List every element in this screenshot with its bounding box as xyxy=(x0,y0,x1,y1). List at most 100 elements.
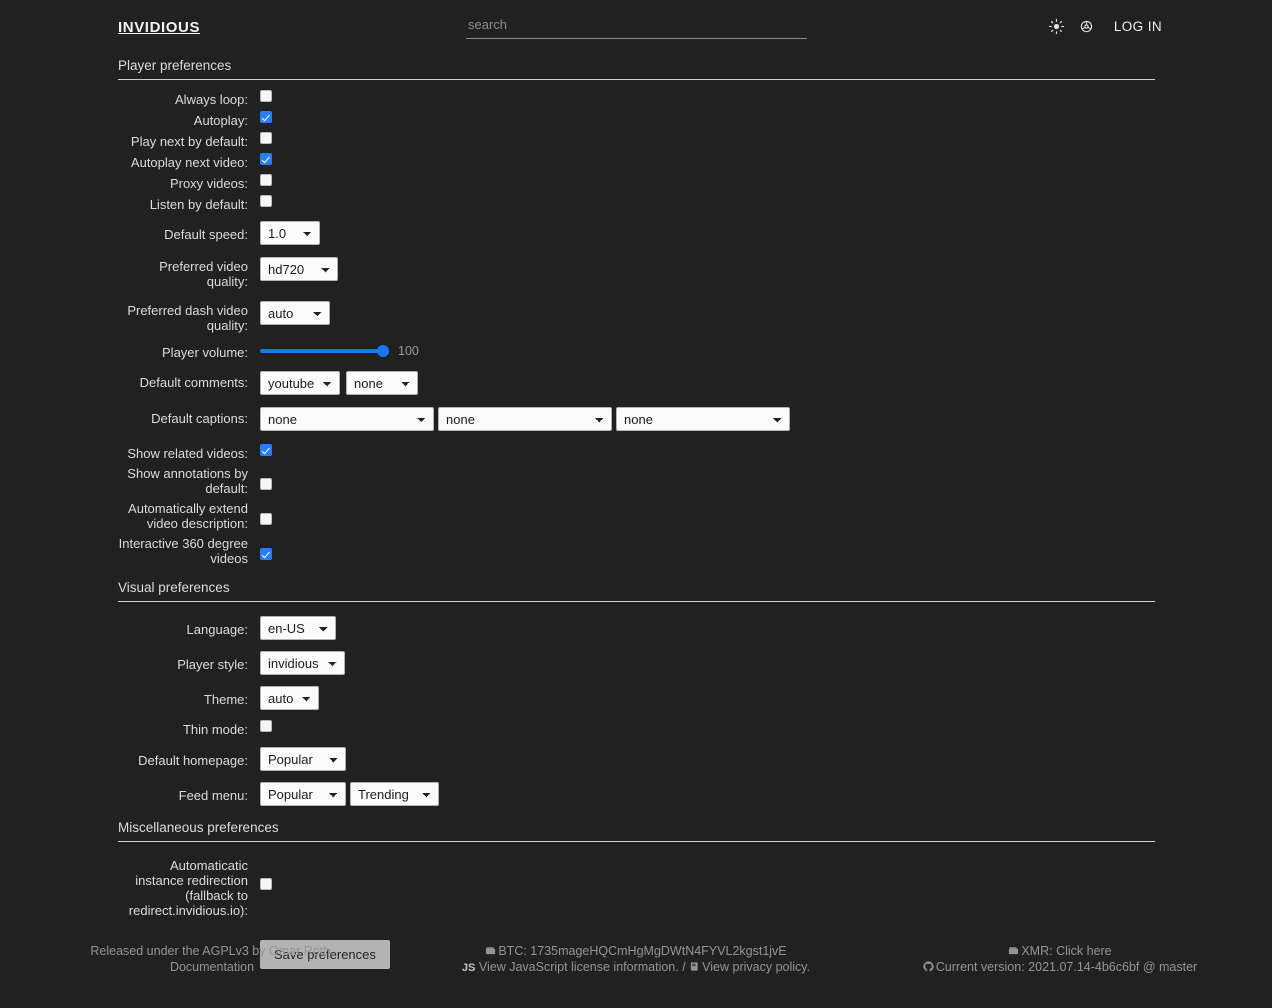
select-captions-2[interactable]: none xyxy=(438,407,612,431)
footer-xmr-link[interactable]: XMR: Click here xyxy=(1021,944,1112,958)
select-default-homepage[interactable]: Popular xyxy=(260,747,346,771)
pref-row-annotations: Show annotations by default: xyxy=(118,465,1155,496)
footer-privacy-link[interactable]: View privacy policy. xyxy=(702,959,811,974)
label-theme: Theme: xyxy=(203,692,248,707)
pref-row-thin-mode: Thin mode: xyxy=(118,720,1155,737)
footer-right: XMR: Click here Current version: 2021.07… xyxy=(848,940,1272,980)
login-link[interactable]: LOG IN xyxy=(1113,19,1162,34)
pref-row-related-videos: Show related videos: xyxy=(118,444,1155,461)
preferences-form: Player preferences Always loop: Autoplay… xyxy=(118,56,1155,969)
navbar: INVIDIOUS xyxy=(0,0,1272,54)
select-comments-secondary[interactable]: none xyxy=(346,371,418,395)
label-video-quality: Preferred video quality: xyxy=(159,259,248,289)
pref-row-language: Language: en-US xyxy=(118,616,1155,640)
select-feed-menu-2[interactable]: Trending xyxy=(350,782,439,806)
checkbox-proxy-videos[interactable] xyxy=(260,174,272,186)
label-volume: Player volume: xyxy=(162,345,248,360)
pref-row-player-style: Player style: invidious xyxy=(118,651,1155,675)
footer-btc-line: BTC: 1735mageHQCmHgMgDWtN4FYVL2kgst1jvE xyxy=(434,944,838,960)
pref-row-listen-default: Listen by default: xyxy=(118,195,1155,212)
save-preferences-button[interactable]: Save preferences xyxy=(260,940,390,969)
section-title-misc: Miscellaneous preferences xyxy=(118,818,1155,842)
footer-js-line: JS View JavaScript license information. … xyxy=(434,960,838,977)
pref-row-captions: Default captions: none none none xyxy=(118,407,1155,431)
label-always-loop: Always loop: xyxy=(175,92,248,107)
checkbox-listen-default[interactable] xyxy=(260,195,272,207)
gear-icon[interactable] xyxy=(1078,18,1095,35)
checkbox-thin-mode[interactable] xyxy=(260,720,272,732)
label-autoplay-next: Autoplay next video: xyxy=(130,155,248,170)
footer-license-text: Released under the AGPLv3 by Omar Roth. xyxy=(90,944,334,958)
footer-documentation-link[interactable]: Documentation xyxy=(169,959,255,974)
label-annotations: Show annotations by default: xyxy=(127,466,248,496)
footer-left: Released under the AGPLv3 by Omar Roth. … xyxy=(0,940,424,980)
pref-row-feed-menu: Feed menu: Popular Trending xyxy=(118,782,1155,806)
save-button-wrap: Save preferences xyxy=(260,940,1155,969)
sun-icon[interactable] xyxy=(1048,18,1065,35)
pref-row-comments: Default comments: youtube none xyxy=(118,371,1155,395)
select-language[interactable]: en-US xyxy=(260,616,336,640)
select-dash-quality[interactable]: auto xyxy=(260,301,330,325)
select-captions-1[interactable]: none xyxy=(260,407,434,431)
pref-row-autoplay-next: Autoplay next video: xyxy=(118,153,1155,170)
label-interactive-360: Interactive 360 degree videos xyxy=(118,536,248,566)
footer-version-link[interactable]: Current version: 2021.07.14-4b6c6bf @ ma… xyxy=(935,959,1198,974)
pref-row-interactive-360: Interactive 360 degree videos xyxy=(118,535,1155,566)
checkbox-interactive-360[interactable] xyxy=(260,548,272,560)
checkbox-annotations[interactable] xyxy=(260,478,272,490)
checkbox-extend-description[interactable] xyxy=(260,513,272,525)
checkbox-always-loop[interactable] xyxy=(260,90,272,102)
section-title-visual: Visual preferences xyxy=(118,578,1155,602)
pref-row-play-next: Play next by default: xyxy=(118,132,1155,149)
navbar-actions: LOG IN xyxy=(1048,18,1162,35)
checkbox-related-videos[interactable] xyxy=(260,444,272,456)
wallet-icon xyxy=(485,945,496,956)
section-title-player: Player preferences xyxy=(118,56,1155,80)
label-play-next: Play next by default: xyxy=(130,134,248,149)
pref-row-proxy-videos: Proxy videos: xyxy=(118,174,1155,191)
label-listen-default: Listen by default: xyxy=(149,197,248,212)
search-input[interactable] xyxy=(466,13,807,39)
select-player-style[interactable]: invidious xyxy=(260,651,345,675)
volume-value: 100 xyxy=(398,344,419,358)
label-thin-mode: Thin mode: xyxy=(182,722,248,737)
checkbox-instance-redirect[interactable] xyxy=(260,878,272,890)
footer-btc-link[interactable]: BTC: 1735mageHQCmHgMgDWtN4FYVL2kgst1jvE xyxy=(498,944,787,958)
js-badge-icon: JS xyxy=(461,961,476,974)
pref-row-extend-description: Automatically extend video description: xyxy=(118,500,1155,531)
brand-logo[interactable]: INVIDIOUS xyxy=(118,19,201,36)
select-comments-primary[interactable]: youtube xyxy=(260,371,340,395)
wallet-icon xyxy=(1008,945,1019,956)
select-captions-3[interactable]: none xyxy=(616,407,790,431)
footer-center: BTC: 1735mageHQCmHgMgDWtN4FYVL2kgst1jvE … xyxy=(424,940,848,980)
select-feed-menu-1[interactable]: Popular xyxy=(260,782,346,806)
footer-js-license-link[interactable]: View JavaScript license information. / xyxy=(478,959,686,974)
pref-row-volume: Player volume: 100 xyxy=(118,344,1155,360)
checkbox-autoplay[interactable] xyxy=(260,111,272,123)
checkbox-play-next[interactable] xyxy=(260,132,272,144)
pref-row-default-homepage: Default homepage: Popular xyxy=(118,747,1155,771)
pref-row-instance-redirect: Automaticatic instance redirection (fall… xyxy=(118,856,1155,918)
footer: Released under the AGPLv3 by Omar Roth. … xyxy=(0,940,1272,980)
slider-player-volume[interactable] xyxy=(260,344,389,358)
label-default-homepage: Default homepage: xyxy=(138,753,248,768)
label-language: Language: xyxy=(186,622,248,637)
label-dash-quality: Preferred dash video quality: xyxy=(127,303,248,333)
label-default-speed: Default speed: xyxy=(164,227,248,242)
label-related-videos: Show related videos: xyxy=(127,446,248,461)
pref-row-video-quality: Preferred video quality: hd720 xyxy=(118,257,1155,289)
select-video-quality[interactable]: hd720 xyxy=(260,257,338,281)
select-theme[interactable]: auto xyxy=(260,686,319,710)
label-feed-menu: Feed menu: xyxy=(178,788,248,803)
label-extend-description: Automatically extend video description: xyxy=(128,501,248,531)
label-proxy-videos: Proxy videos: xyxy=(169,176,248,191)
label-player-style: Player style: xyxy=(177,657,248,672)
pref-row-dash-quality: Preferred dash video quality: auto xyxy=(118,301,1155,333)
book-icon xyxy=(689,961,700,972)
search-bar[interactable] xyxy=(466,13,807,39)
checkbox-autoplay-next[interactable] xyxy=(260,153,272,165)
label-instance-redirect: Automaticatic instance redirection (fall… xyxy=(128,858,248,918)
select-default-speed[interactable]: 1.0 xyxy=(260,221,320,245)
label-autoplay: Autoplay: xyxy=(193,113,248,128)
